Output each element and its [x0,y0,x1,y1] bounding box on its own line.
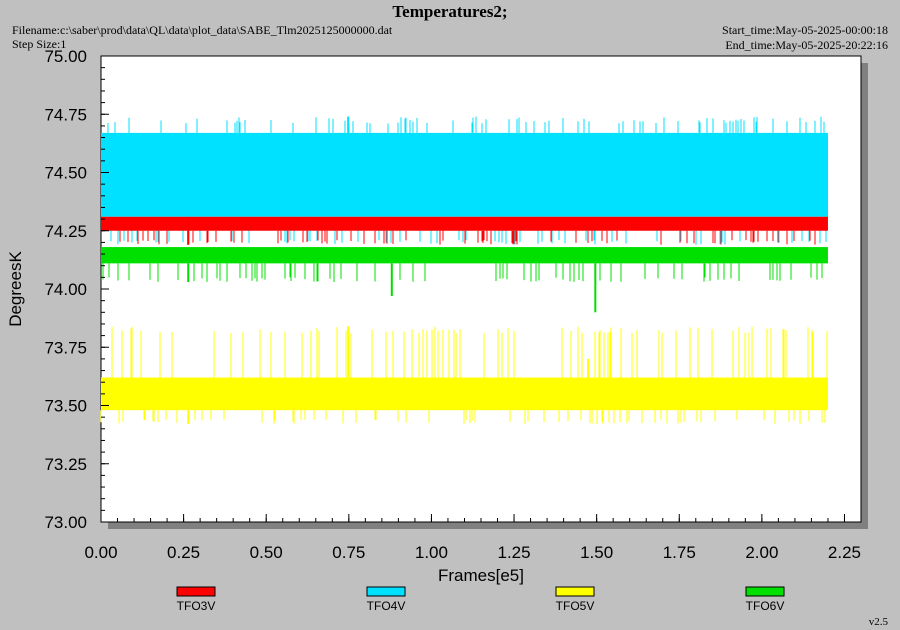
x-tick-label: 1.25 [497,543,530,562]
series-band [101,132,828,217]
series-noise [102,263,823,282]
series-noise [100,326,828,425]
legend-item-tfo4v: TFO4V [366,586,406,613]
y-tick-label: 74.25 [44,222,87,241]
x-tick-label: 1.75 [663,543,696,562]
legend-label: TFO6V [746,599,785,613]
filename-label: Filename:c:\saber\prod\data\QL\data\plot… [12,23,393,37]
legend-item-tfo6v: TFO6V [745,586,785,613]
x-tick-label: 0.50 [250,543,283,562]
series-band [101,216,828,231]
legend-swatch [366,586,406,597]
x-tick-label: 2.25 [828,543,861,562]
legend-label: TFO4V [367,599,406,613]
series-band [101,247,828,264]
series-tfo3v [101,216,828,245]
series-layer [100,116,828,425]
x-tick-label: 1.50 [580,543,613,562]
y-tick-label: 75.00 [44,47,87,66]
legend-item-tfo3v: TFO3V [176,586,216,613]
y-tick-label: 73.50 [44,397,87,416]
legend-swatch [745,586,785,597]
x-tick-label: 0.25 [167,543,200,562]
y-tick-label: 73.00 [44,513,87,532]
y-tick-label: 73.25 [44,455,87,474]
end-time-label: End_time:May-05-2025-20:22:16 [725,38,888,52]
step-size-label: Step Size:1 [12,37,67,51]
legend-item-tfo5v: TFO5V [555,586,595,613]
legend-label: TFO3V [177,599,216,613]
x-axis-title: Frames[e5] [438,566,524,585]
legend: TFO3V TFO4V TFO5V TFO6V [176,586,785,613]
x-tick-label: 2.00 [745,543,778,562]
legend-label: TFO5V [556,599,595,613]
axis-layer: 73.00 73.25 73.50 73.75 74.00 74.25 74.50 74.75… [44,47,862,562]
legend-swatch [555,586,595,597]
x-tick-label: 1.00 [415,543,448,562]
x-tick-label: 0.00 [84,543,117,562]
y-axis-title: DegreesK [6,251,25,327]
series-tfo4v [101,116,828,245]
series-band [101,377,828,411]
start-time-label: Start_time:May-05-2025-00:00:18 [722,23,888,37]
x-tick-label: 0.75 [332,543,365,562]
series-tfo5v [100,326,828,425]
y-tick-label: 74.50 [44,164,87,183]
chart-title: Temperatures2; [392,2,508,21]
y-tick-label: 74.75 [44,105,87,124]
y-tick-label: 73.75 [44,338,87,357]
plot-area [100,55,862,523]
series-tfo6v [101,247,828,313]
y-tick-label: 74.00 [44,280,87,299]
version-label: v2.5 [868,616,888,628]
legend-swatch [176,586,216,597]
